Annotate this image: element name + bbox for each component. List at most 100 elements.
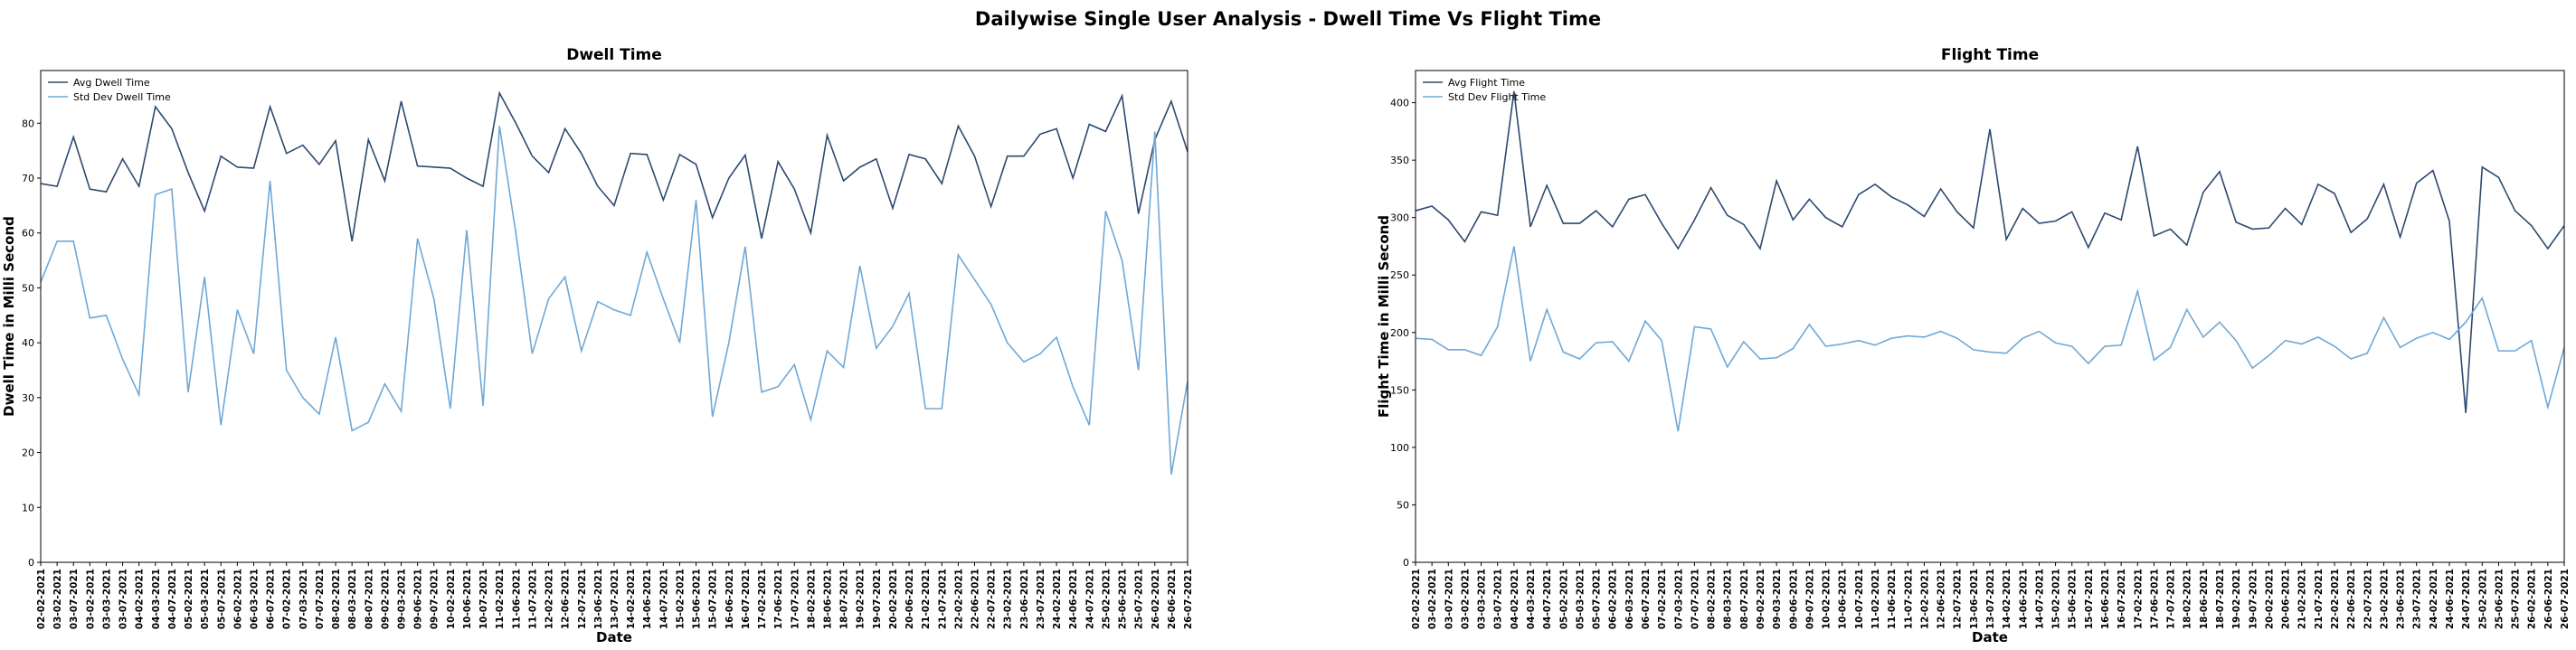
y-tick-label: 0: [1403, 557, 1409, 569]
x-tick-label: 12-07-2021: [577, 569, 588, 629]
x-tick-label: 04-02-2021: [135, 569, 146, 629]
x-tick-label: 26-06-2021: [1167, 569, 1178, 629]
x-tick-label: 22-02-2021: [2330, 569, 2341, 629]
x-tick-label: 25-02-2021: [1101, 569, 1112, 629]
y-tick-label: 20: [22, 447, 34, 459]
y-tick-label: 10: [22, 502, 34, 513]
x-tick-label: 03-07-2021: [118, 569, 129, 629]
x-tick-label: 14-06-2021: [2018, 569, 2029, 629]
x-tick-label: 16-06-2021: [724, 569, 735, 629]
x-tick-label: 16-06-2021: [2100, 569, 2111, 629]
x-tick-label: 17-06-2021: [2149, 569, 2160, 629]
x-tick-label: 25-07-2021: [1134, 569, 1145, 629]
x-tick-label: 08-02-2021: [1707, 569, 1718, 629]
x-tick-label: 19-02-2021: [856, 569, 867, 629]
x-tick-label: 18-02-2021: [806, 569, 817, 629]
x-tick-label: 14-02-2021: [626, 569, 637, 629]
x-tick-label: 23-02-2021: [2379, 569, 2390, 629]
x-tick-label: 11-02-2021: [1870, 569, 1881, 629]
x-tick-label: 08-03-2021: [1723, 569, 1734, 629]
axes-frame: [40, 70, 1189, 563]
y-tick-label: 400: [1390, 98, 1409, 109]
x-tick-label: 14-07-2021: [658, 569, 669, 629]
x-tick-label: 26-07-2021: [1183, 569, 1194, 629]
x-tick-label: 14-06-2021: [642, 569, 653, 629]
x-tick-label: 09-03-2021: [1772, 569, 1783, 629]
legend-label: Std Dev Dwell Time: [73, 91, 171, 103]
y-tick-label: 60: [22, 228, 34, 240]
legend-label: Avg Flight Time: [1448, 77, 1525, 89]
x-tick-label: 07-02-2021: [282, 569, 293, 629]
line-series: [1415, 246, 2565, 432]
y-tick-label: 200: [1390, 327, 1409, 339]
x-tick-label: 17-07-2021: [790, 569, 800, 629]
x-tick-label: 04-03-2021: [151, 569, 162, 629]
x-tick-label: 06-07-2021: [1641, 569, 1652, 629]
x-tick-label: 03-02-2021: [1460, 569, 1471, 629]
x-tick-label: 22-06-2021: [2346, 569, 2357, 629]
x-tick-label: 12-06-2021: [561, 569, 572, 629]
x-tick-label: 09-03-2021: [397, 569, 408, 629]
x-tick-label: 23-02-2021: [1003, 569, 1014, 629]
x-tick-label: 24-02-2021: [2429, 569, 2439, 629]
x-tick-label: 25-02-2021: [2477, 569, 2488, 629]
y-tick-label: 250: [1390, 269, 1409, 281]
x-tick-label: 08-02-2021: [331, 569, 342, 629]
x-tick-label: 22-02-2021: [953, 569, 964, 629]
x-tick-label: 17-06-2021: [773, 569, 784, 629]
x-tick-label: 07-02-2021: [1657, 569, 1668, 629]
x-tick-label: 05-03-2021: [200, 569, 211, 629]
x-axis-label: Date: [596, 629, 632, 645]
x-tick-label: 03-03-2021: [1477, 569, 1488, 629]
x-tick-label: 06-02-2021: [232, 569, 243, 629]
x-tick-label: 03-07-2021: [69, 569, 80, 629]
x-tick-label: 03-07-2021: [1493, 569, 1504, 629]
x-tick-label: 12-06-2021: [1937, 569, 1947, 629]
x-tick-label: 10-02-2021: [446, 569, 457, 629]
x-tick-label: 03-07-2021: [1444, 569, 1454, 629]
x-tick-label: 24-06-2021: [2445, 569, 2456, 629]
x-tick-label: 16-07-2021: [2117, 569, 2127, 629]
x-tick-label: 17-02-2021: [757, 569, 768, 629]
x-tick-label: 09-06-2021: [413, 569, 424, 629]
x-tick-label: 26-02-2021: [2527, 569, 2538, 629]
x-tick-label: 21-07-2021: [937, 569, 948, 629]
x-tick-label: 25-06-2021: [1118, 569, 1129, 629]
x-tick-label: 25-06-2021: [2494, 569, 2505, 629]
figure-title: Dailywise Single User Analysis - Dwell T…: [975, 8, 1601, 30]
x-tick-label: 13-07-2021: [1985, 569, 1996, 629]
y-tick-label: 150: [1390, 384, 1409, 396]
x-tick-label: 14-07-2021: [2034, 569, 2045, 629]
x-tick-label: 06-03-2021: [1624, 569, 1635, 629]
x-tick-label: 12-07-2021: [1953, 569, 1964, 629]
x-tick-label: 11-07-2021: [527, 569, 538, 629]
x-tick-label: 15-02-2021: [2051, 569, 2062, 629]
x-tick-label: 04-07-2021: [167, 569, 178, 629]
x-tick-label: 08-07-2021: [1739, 569, 1750, 629]
x-tick-label: 21-02-2021: [921, 569, 932, 629]
x-tick-label: 18-07-2021: [2215, 569, 2226, 629]
x-tick-label: 18-02-2021: [2183, 569, 2193, 629]
x-tick-label: 10-06-2021: [462, 569, 473, 629]
x-tick-label: 04-07-2021: [1542, 569, 1553, 629]
chart-title: Dwell Time: [566, 46, 662, 64]
x-tick-label: 05-07-2021: [216, 569, 227, 629]
y-tick-label: 50: [22, 282, 34, 294]
x-tick-label: 16-07-2021: [741, 569, 752, 629]
x-tick-label: 05-03-2021: [1575, 569, 1586, 629]
x-tick-label: 19-07-2021: [872, 569, 883, 629]
x-tick-label: 02-02-2021: [36, 569, 47, 629]
x-tick-label: 15-02-2021: [675, 569, 686, 629]
x-tick-label: 25-07-2021: [2511, 569, 2522, 629]
x-tick-label: 07-07-2021: [1690, 569, 1700, 629]
legend-label: Avg Dwell Time: [73, 77, 150, 89]
x-tick-label: 06-03-2021: [249, 569, 260, 629]
x-tick-label: 21-07-2021: [2314, 569, 2325, 629]
x-tick-label: 23-07-2021: [2412, 569, 2423, 629]
line-series: [40, 90, 1189, 241]
x-tick-label: 11-06-2021: [1887, 569, 1898, 629]
x-tick-label: 13-06-2021: [1969, 569, 1980, 629]
x-tick-label: 19-07-2021: [2248, 569, 2259, 629]
x-tick-label: 22-07-2021: [987, 569, 998, 629]
